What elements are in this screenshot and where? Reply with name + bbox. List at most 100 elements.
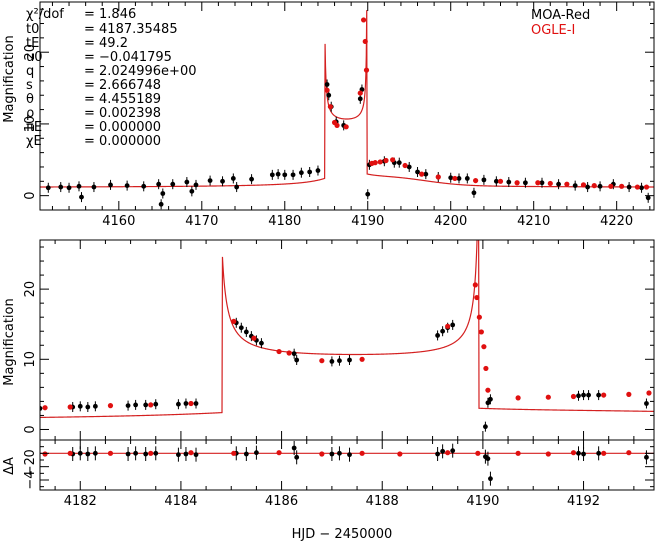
moa-point bbox=[254, 450, 259, 456]
moa-point bbox=[259, 340, 264, 346]
moa-point bbox=[291, 445, 297, 451]
moa-point bbox=[230, 176, 236, 181]
overview-ylabel: Magnification bbox=[2, 35, 17, 123]
moa-point bbox=[193, 401, 199, 406]
moa-point bbox=[189, 188, 195, 194]
ogle-point bbox=[485, 387, 491, 393]
ogle-point bbox=[570, 393, 577, 400]
overview-panel: 4160 4170 4180 4190 4200 4210 4220 0 10 20 bbox=[23, 1, 655, 229]
ogle-point bbox=[475, 450, 481, 456]
x-tick-label: 4192 bbox=[567, 494, 600, 509]
ogle-point bbox=[514, 180, 520, 186]
moa-point bbox=[294, 454, 300, 460]
moa-point bbox=[176, 401, 181, 407]
y-tick-label: 20 bbox=[23, 281, 38, 298]
param-pie-value: = 0.000000 bbox=[84, 120, 161, 135]
moa-point bbox=[133, 402, 139, 408]
ogle-point bbox=[42, 405, 48, 411]
param-u0-value: = −0.041795 bbox=[84, 50, 172, 65]
moa-point bbox=[329, 451, 335, 457]
moa-point bbox=[85, 404, 91, 410]
model-curve bbox=[40, 240, 654, 419]
moa-point bbox=[644, 401, 649, 406]
moa-point bbox=[347, 357, 352, 363]
ogle-point bbox=[276, 348, 282, 355]
ogle-point bbox=[327, 104, 334, 110]
ogle-point bbox=[148, 402, 154, 408]
ogle-point bbox=[107, 450, 114, 456]
ogle-point bbox=[397, 451, 403, 457]
ogle-point bbox=[452, 175, 458, 182]
x-tick-label: 4182 bbox=[64, 494, 97, 509]
moa-point bbox=[329, 359, 335, 364]
ogle-point bbox=[357, 90, 363, 96]
ogle-point bbox=[483, 365, 489, 372]
moa-point bbox=[347, 452, 352, 458]
moa-point bbox=[238, 325, 244, 331]
ogle-point bbox=[478, 329, 484, 335]
x-tick-label: 4210 bbox=[517, 214, 550, 229]
ogle-point bbox=[626, 450, 632, 456]
moa-point bbox=[315, 168, 321, 173]
moa-point bbox=[125, 403, 131, 409]
ogle-point bbox=[547, 180, 553, 187]
moa-point bbox=[448, 175, 454, 181]
moa-point bbox=[243, 451, 249, 457]
ogle-point bbox=[545, 451, 551, 457]
moa-point bbox=[326, 92, 332, 98]
moa-point bbox=[249, 176, 254, 182]
ogle-point bbox=[481, 344, 487, 350]
moa-point bbox=[596, 392, 602, 398]
ogle-point bbox=[334, 122, 340, 128]
y-tick-label: −4 bbox=[23, 470, 38, 489]
param-rho-label: ρ bbox=[26, 106, 34, 121]
zoom-panel: 0 10 20 bbox=[23, 239, 655, 441]
moa-point bbox=[170, 181, 176, 187]
moa-point bbox=[291, 351, 297, 357]
moa-point bbox=[45, 185, 51, 191]
moa-point bbox=[153, 450, 159, 456]
ogle-point bbox=[435, 174, 441, 180]
moa-point bbox=[307, 169, 313, 175]
y-tick-label: 0 bbox=[23, 192, 38, 200]
ogle-point bbox=[319, 451, 325, 457]
moa-point bbox=[207, 178, 213, 183]
moa-point bbox=[488, 396, 493, 402]
moa-point bbox=[435, 333, 440, 338]
moa-point bbox=[298, 170, 304, 176]
moa-point bbox=[626, 184, 632, 190]
ogle-point bbox=[402, 162, 408, 169]
moa-point bbox=[423, 171, 429, 177]
moa-point bbox=[596, 450, 602, 456]
ogle-point bbox=[362, 38, 368, 45]
moa-point bbox=[506, 179, 512, 185]
x-tick-label: 4184 bbox=[164, 494, 197, 509]
moa-point bbox=[572, 183, 578, 189]
ogle-point bbox=[67, 450, 73, 456]
legend-moa-red: MOA-Red bbox=[531, 8, 590, 23]
ogle-point bbox=[580, 182, 587, 188]
ogle-point bbox=[608, 183, 614, 189]
moa-point bbox=[396, 160, 402, 166]
parameter-box: χ²/dof = 1.846 t0 = 4187.35485 tE = 49.2… bbox=[26, 7, 197, 149]
moa-point bbox=[586, 392, 591, 398]
ogle-point bbox=[42, 451, 48, 457]
x-tick-label: 4200 bbox=[434, 214, 467, 229]
moa-point bbox=[282, 172, 288, 178]
moa-point bbox=[365, 191, 371, 197]
moa-point bbox=[581, 392, 586, 398]
moa-point bbox=[645, 195, 651, 201]
x-tick-label: 4170 bbox=[185, 214, 218, 229]
ogle-point bbox=[383, 157, 389, 164]
ogle-point bbox=[363, 67, 370, 73]
moa-point bbox=[337, 450, 342, 456]
moa-point bbox=[220, 178, 225, 184]
moa-point bbox=[58, 184, 64, 190]
moa-point bbox=[243, 329, 249, 335]
ogle-point bbox=[390, 157, 396, 163]
ogle-point bbox=[626, 391, 632, 397]
ogle-point bbox=[601, 392, 607, 398]
moa-point bbox=[597, 183, 603, 189]
moa-point bbox=[556, 181, 561, 187]
